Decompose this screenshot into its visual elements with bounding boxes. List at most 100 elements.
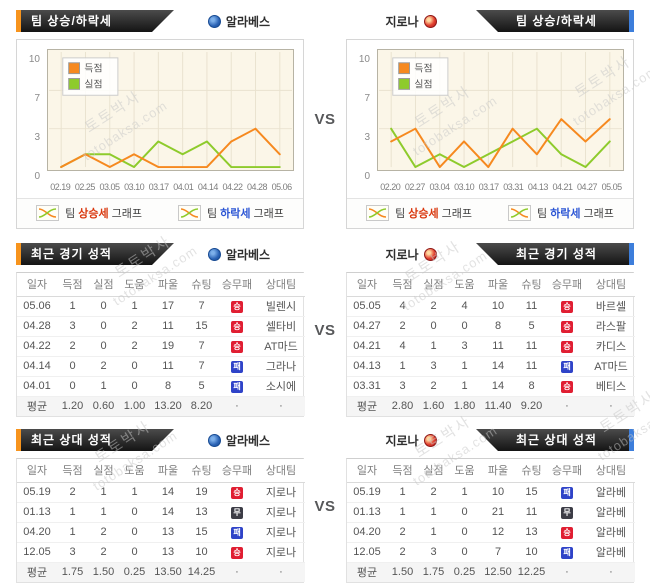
team-label-girona: 지로나 (346, 243, 476, 265)
blue-accent-bar (629, 243, 634, 265)
cell-goals: 1 (399, 486, 406, 498)
vs-label: VS (314, 321, 336, 339)
section-tab-recent-left: 최근 경기 성적 (16, 243, 174, 265)
result-badge-loss: 패 (561, 486, 573, 499)
table-row: 04.20 2 1 0 12 13 승 알라베 (347, 521, 635, 542)
table-row: 04.22 2 0 2 19 7 승 AT마드 (17, 335, 305, 356)
cell-goals: 2 (387, 315, 418, 336)
cell-shots: 9.20 (516, 395, 547, 416)
cell-shots: 13 (516, 521, 547, 542)
cell-date: 평균 (347, 395, 387, 416)
y-axis-label: 7 (34, 93, 40, 104)
cell-date: 05.06 (23, 300, 51, 312)
column-header: 승무패 (547, 459, 587, 483)
cell-assists: 0 (119, 355, 150, 376)
cell-assists: 0 (119, 521, 150, 542)
table-row: 04.13 1 3 1 14 11 패 AT마드 (347, 355, 635, 376)
cell-assists: 2 (119, 315, 150, 336)
result-badge-win: 승 (561, 320, 573, 333)
cell-shots: 10 (516, 541, 547, 562)
recent-column-girona: 지로나 최근 경기 성적 일자 득점 실점 도움 파울 슈팅 승무패 상대팀 05.05 4 2 4 1… (346, 243, 635, 417)
h2h-table-girona: 일자 득점 실점 도움 파울 슈팅 승무패 상대팀 05.19 1 2 1 10 15 패 알라베 01.13 1… (346, 458, 635, 583)
cell-fouls: 14 (480, 355, 516, 376)
cell-opponent: 그라나 (257, 355, 305, 376)
cell-assists: 0 (449, 315, 480, 336)
trend-legend-strip: 팀 상승세 그래프 팀 하락세 그래프 (17, 198, 303, 228)
legend-text: 팀 (207, 208, 218, 220)
column-header: 파울 (150, 273, 186, 297)
cell-conceded: 2 (88, 521, 119, 542)
legend-highlight: 하락세 (550, 208, 581, 220)
cell-date: 01.13 (17, 501, 57, 522)
orange-accent-bar (16, 429, 21, 451)
result-badge-loss: 패 (231, 526, 243, 539)
cell-result: 패 (217, 355, 257, 376)
column-header: 슈팅 (186, 459, 217, 483)
x-axis-label: 03.31 (503, 182, 524, 192)
table-row: 12.05 2 3 0 7 10 패 알라베 (347, 541, 635, 562)
cell-conceded: 2 (430, 300, 437, 312)
x-axis-label: 05.06 (271, 182, 293, 192)
cell-fouls: 11 (150, 355, 186, 376)
cell-goals: 1.75 (57, 561, 88, 582)
column-header: 승무패 (217, 273, 257, 297)
cell-result: 무 (547, 501, 587, 522)
cell-conceded: 3 (418, 355, 449, 376)
table-row: 04.27 2 0 0 8 5 승 라스팔 (347, 315, 635, 336)
cell-goals: 2 (387, 521, 418, 542)
team-name: 지로나 (385, 433, 419, 448)
stats-table: 일자 득점 실점 도움 파울 슈팅 승무패 상대팀 05.06 1 0 1 17 7 승 빌렌시 04.28 3 0… (17, 273, 305, 416)
cell-opponent: 카디스 (587, 335, 635, 356)
cell-shots: 11 (516, 355, 547, 376)
result-badge-draw: 무 (561, 506, 573, 519)
x-axis: 02.20 02.27 03.04 03.10 03.17 03.31 04.13 04.21… (347, 180, 633, 198)
recent-column-alaves: 최근 경기 성적 알라베스 일자 득점 실점 도움 파울 슈팅 승무패 상대팀 05.06 1 0 1… (16, 243, 305, 417)
column-header: 도움 (449, 459, 480, 483)
cell-goals: 1 (69, 300, 76, 312)
team-name: 알라베스 (225, 433, 271, 448)
table-row: 01.13 1 1 0 14 13 무 지로나 (17, 501, 305, 522)
cell-result: 승 (547, 315, 587, 336)
cell-assists: 0 (449, 521, 480, 542)
legend-highlight: 상승세 (408, 208, 439, 220)
stats-table: 일자 득점 실점 도움 파울 슈팅 승무패 상대팀 05.19 1 2 1 10 15 패 알라베 01.13 1… (347, 459, 635, 582)
cell-opponent: 알라베 (587, 541, 635, 562)
cell-conceded: 1 (100, 486, 107, 498)
trend-lines-icon (36, 205, 60, 221)
column-header: 실점 (88, 459, 119, 483)
cell-date: 12.05 (347, 541, 387, 562)
cell-date: 평균 (17, 395, 57, 416)
cell-date: 04.21 (347, 335, 387, 356)
cell-shots: 14.25 (186, 561, 217, 582)
vs-label: VS (314, 497, 336, 515)
alaves-crest-icon (207, 247, 221, 261)
trend-chart-girona: 0 3 7 10 득점 실점 02.20 02.27 03.04 03.10 03.17 03.31 0… (346, 39, 634, 229)
column-header: 실점 (418, 273, 449, 297)
cell-fouls: 14 (150, 501, 186, 522)
column-header: 파울 (480, 273, 516, 297)
cell-opponent: · (587, 395, 635, 416)
chart-legend-label: 실점 (414, 78, 432, 90)
x-axis-label: 04.01 (173, 182, 194, 192)
cell-conceded: 2 (430, 486, 437, 498)
result-badge-loss: 패 (231, 360, 243, 373)
column-header: 실점 (418, 459, 449, 483)
recent-results-section: 최근 경기 성적 알라베스 일자 득점 실점 도움 파울 슈팅 승무패 상대팀 05.06 1 0 1… (0, 243, 650, 417)
cell-result: · (547, 561, 587, 582)
cell-fouls: 12.50 (480, 561, 516, 582)
column-header: 상대팀 (257, 459, 305, 483)
cell-conceded: 1 (88, 501, 119, 522)
cell-opponent: 알라베 (587, 521, 635, 542)
x-axis-label: 04.22 (222, 182, 243, 192)
cell-conceded: 1 (418, 501, 449, 522)
h2h-header-right: 지로나 최근 상대 성적 (346, 429, 634, 451)
cell-conceded: 2 (88, 541, 119, 562)
cell-fouls: 19 (150, 335, 186, 356)
cell-fouls: 10 (491, 300, 505, 312)
x-axis-label: 03.10 (124, 182, 145, 192)
table-header-row: 일자 득점 실점 도움 파울 슈팅 승무패 상대팀 (347, 273, 635, 297)
legend-text: 그래프 (111, 208, 142, 220)
y-axis-label: 0 (364, 171, 370, 182)
x-axis-label: 03.17 (478, 182, 500, 192)
